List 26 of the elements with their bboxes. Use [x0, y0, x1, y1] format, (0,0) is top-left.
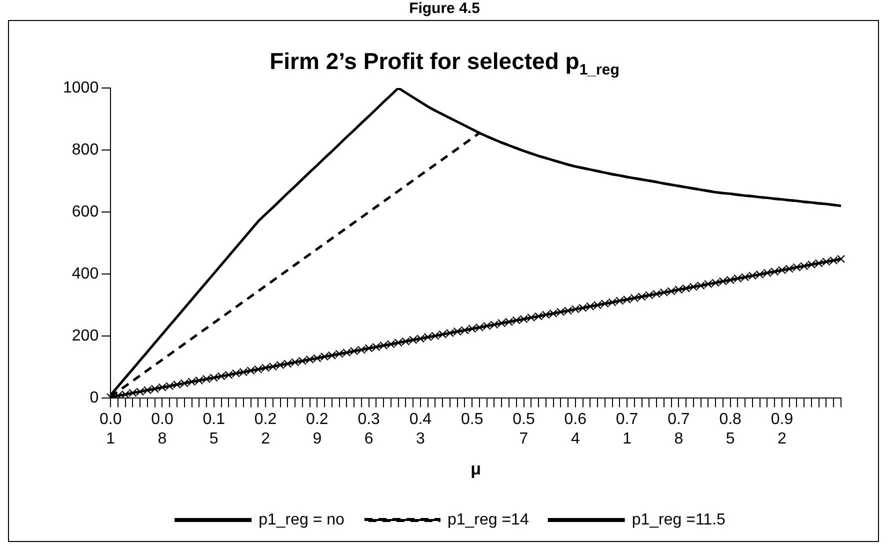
- x-tick-label: 0.29: [306, 411, 328, 448]
- legend-label: p1_reg =14: [447, 511, 529, 528]
- caption: Figure 4.5: [408, 0, 481, 18]
- y-tick-label: 200: [72, 328, 99, 345]
- legend-label: p1_reg = no: [258, 511, 345, 528]
- x-tick-label: 0.01: [99, 411, 122, 448]
- y-tick-label: 800: [72, 141, 99, 158]
- x-tick-label: 0.57: [512, 411, 535, 448]
- x-tick-label: 0.71: [616, 411, 638, 448]
- x-tick-label: 0.5: [460, 411, 484, 428]
- x-tick-label: 0.36: [358, 411, 380, 448]
- x-tick-label: 0.92: [770, 411, 794, 448]
- x-tick-label: 0.78: [668, 411, 690, 448]
- x-tick-label: 0.15: [202, 411, 226, 448]
- y-tick-label: 400: [72, 266, 99, 283]
- legend-label: p1_reg =11.5: [632, 511, 726, 528]
- y-tick-label: 1000: [63, 79, 99, 96]
- chart-title: Firm 2’s Profit for selected p$_{1_reg}$: [268, 48, 620, 79]
- x-tick-label: 0.64: [564, 411, 587, 448]
- x-tick-label: 0.08: [151, 411, 174, 448]
- x-tick-label: 0.85: [719, 411, 742, 448]
- x-tick-label: 0.43: [409, 411, 432, 448]
- x-axis-title: μ: [470, 459, 481, 478]
- y-tick-label: 600: [72, 203, 99, 220]
- x-tick-label: 0.22: [254, 411, 277, 448]
- y-tick-label: 0: [90, 390, 99, 407]
